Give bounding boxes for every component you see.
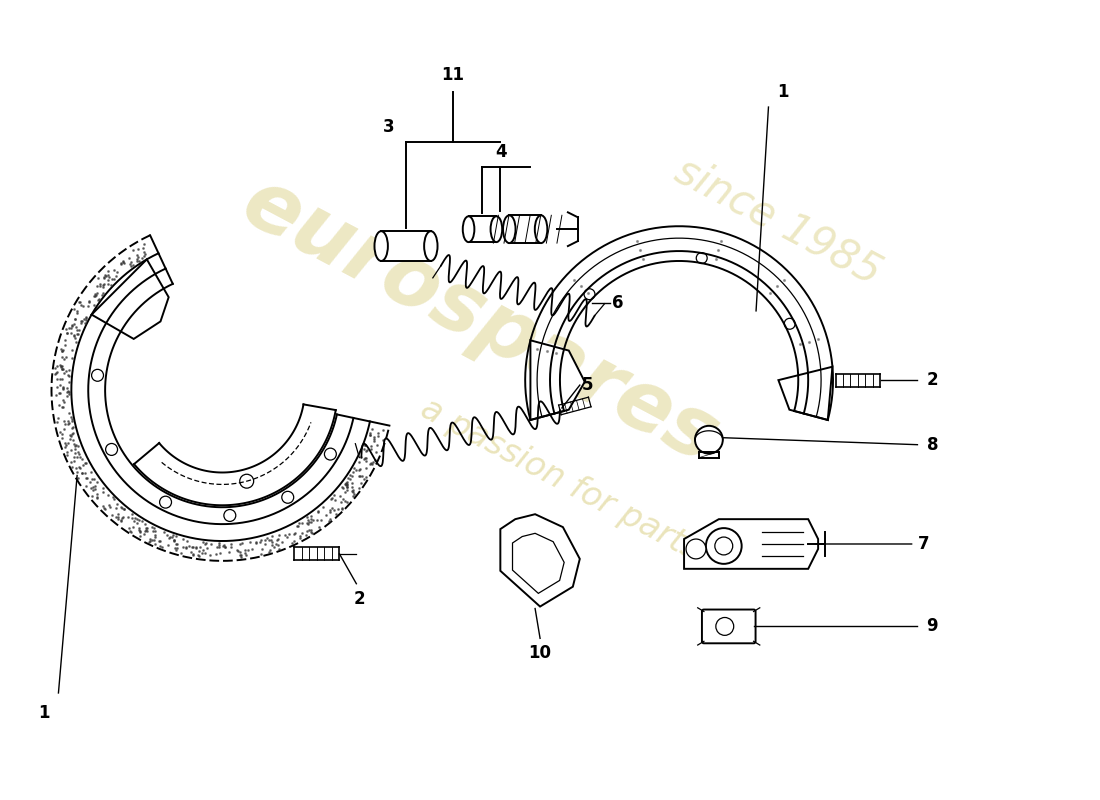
- Polygon shape: [91, 259, 168, 339]
- Polygon shape: [469, 216, 496, 242]
- Text: 1: 1: [37, 704, 50, 722]
- Text: 2: 2: [926, 371, 938, 389]
- Polygon shape: [509, 215, 541, 243]
- Ellipse shape: [535, 215, 548, 243]
- Text: 2: 2: [353, 590, 365, 608]
- Text: 10: 10: [529, 644, 551, 662]
- Text: 7: 7: [816, 535, 930, 553]
- Text: eurospares: eurospares: [229, 161, 733, 480]
- Ellipse shape: [503, 215, 516, 243]
- Ellipse shape: [425, 231, 438, 261]
- Polygon shape: [530, 340, 585, 420]
- Circle shape: [695, 426, 723, 454]
- Circle shape: [686, 539, 706, 559]
- Polygon shape: [382, 231, 431, 261]
- Polygon shape: [779, 366, 833, 420]
- Text: 3: 3: [383, 118, 394, 136]
- Circle shape: [706, 528, 741, 564]
- Text: 6: 6: [612, 294, 623, 312]
- Ellipse shape: [374, 231, 388, 261]
- Text: 9: 9: [926, 618, 938, 635]
- Polygon shape: [500, 514, 580, 606]
- FancyBboxPatch shape: [702, 610, 756, 643]
- Text: since 1985: since 1985: [668, 150, 889, 293]
- Text: 8: 8: [926, 436, 938, 454]
- Text: a passion for parts: a passion for parts: [415, 392, 705, 567]
- Ellipse shape: [463, 216, 474, 242]
- Text: 4: 4: [495, 142, 507, 161]
- Text: 11: 11: [442, 66, 464, 84]
- Polygon shape: [684, 519, 818, 569]
- Ellipse shape: [491, 216, 503, 242]
- Text: 1: 1: [778, 83, 789, 101]
- Text: 5: 5: [582, 376, 593, 394]
